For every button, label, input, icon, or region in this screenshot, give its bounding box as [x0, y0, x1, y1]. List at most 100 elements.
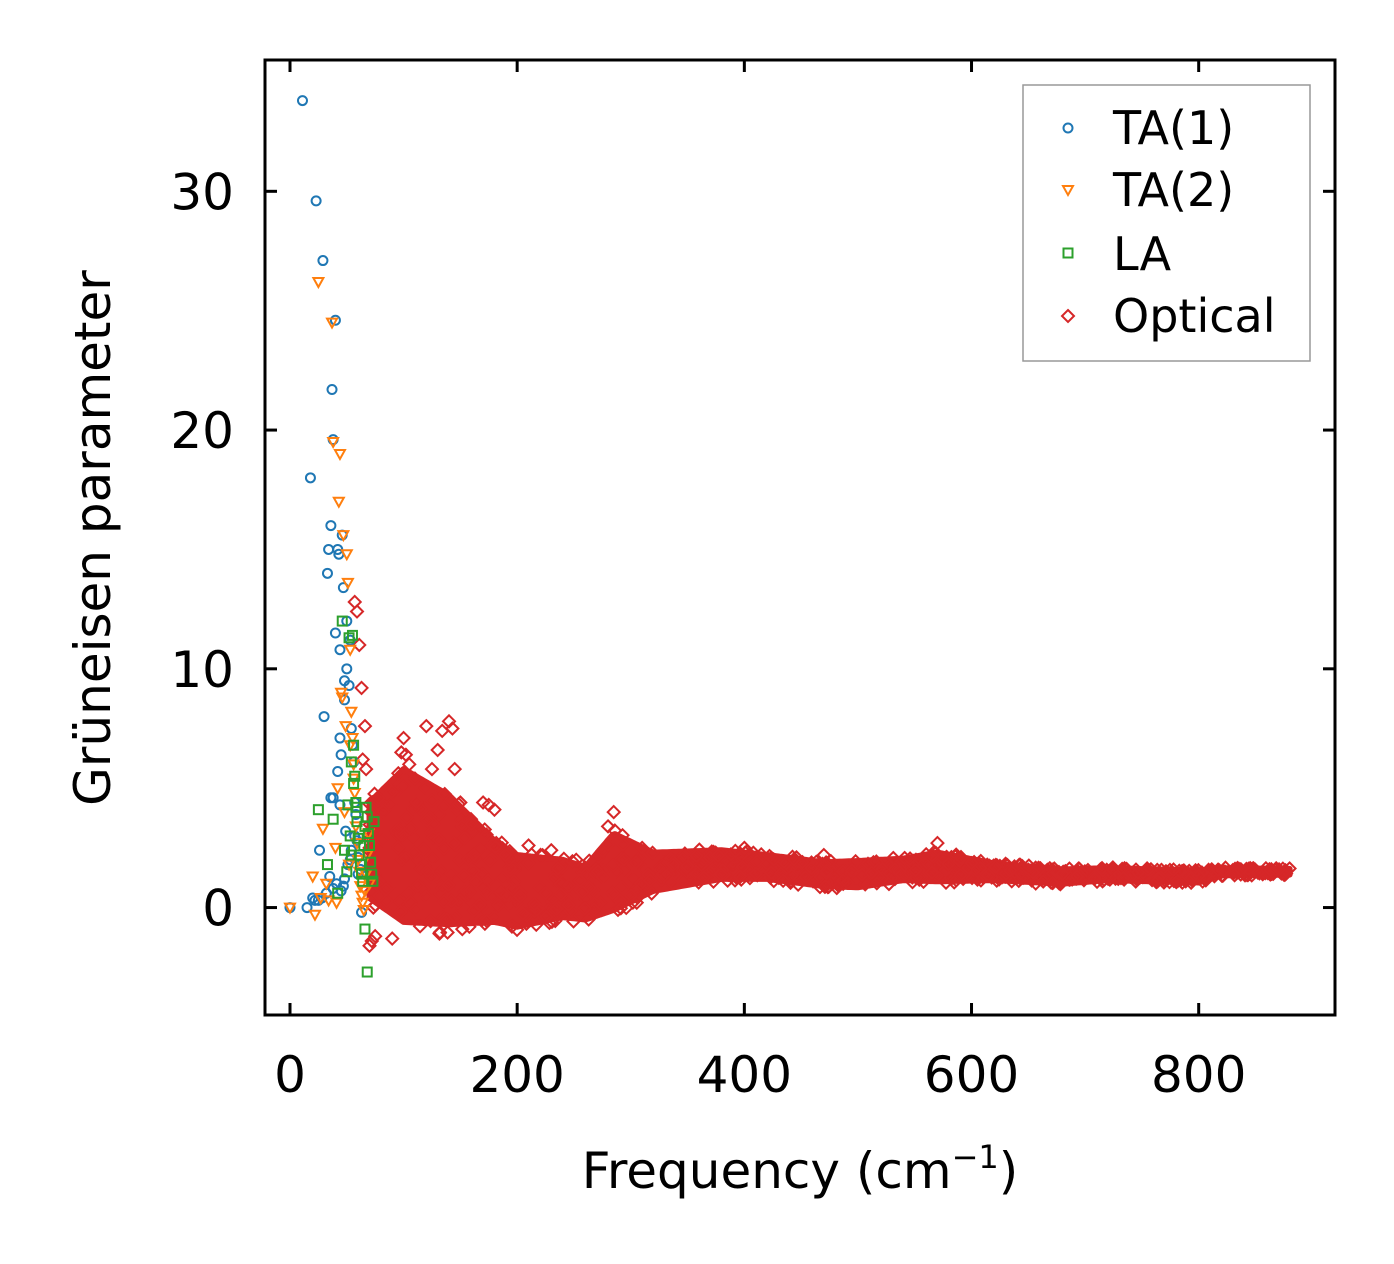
- optical-point: [566, 913, 581, 929]
- ta2-point: [325, 317, 339, 330]
- optical-point: [840, 875, 855, 891]
- optical-point: [472, 841, 488, 857]
- optical-point: [493, 884, 509, 900]
- ta2-point: [330, 783, 345, 796]
- ta2-point: [343, 644, 357, 657]
- legend-label-optical: Optical: [1113, 289, 1275, 343]
- optical-point: [507, 860, 523, 876]
- optical-point: [989, 873, 1005, 889]
- optical-point: [464, 816, 480, 832]
- ta2-point: [328, 842, 343, 855]
- ta2-point: [341, 577, 355, 590]
- optical-point: [1250, 865, 1266, 881]
- optical-point: [864, 865, 880, 881]
- optical-point: [565, 853, 580, 869]
- optical-point: [940, 856, 956, 872]
- x-axis-title: Frequency (cm−1): [582, 1138, 1019, 1200]
- legend: TA(1) TA(2) LA Optical: [1022, 84, 1311, 362]
- optical-point: [435, 880, 451, 896]
- optical-point: [488, 839, 504, 855]
- ta2-point: [337, 807, 352, 820]
- optical-point: [821, 879, 837, 895]
- la-point: [336, 615, 348, 627]
- legend-marker-square: [1062, 247, 1074, 259]
- acoustic-series: [283, 95, 380, 978]
- optical-point: [501, 852, 517, 868]
- optical-point: [615, 837, 631, 853]
- ta1-point: [301, 902, 313, 914]
- optical-point: [702, 850, 718, 865]
- optical-point: [396, 779, 411, 794]
- legend-marker-triangle-down: [1061, 185, 1075, 198]
- optical-point: [1045, 875, 1061, 891]
- optical-point: [704, 844, 720, 859]
- ta1-point: [332, 765, 344, 777]
- optical-point: [554, 859, 570, 875]
- legend-marker-diamond: [1060, 308, 1076, 324]
- optical-point: [429, 868, 445, 884]
- optical-point: [538, 885, 553, 901]
- optical-point: [1028, 875, 1044, 891]
- optical-point: [1271, 861, 1287, 877]
- ta2-point: [332, 496, 346, 509]
- ta2-point: [340, 549, 354, 562]
- optical-point: [405, 829, 421, 845]
- ta2-point: [344, 706, 359, 719]
- optical-point: [494, 835, 510, 851]
- optical-point: [645, 845, 660, 861]
- ta2-point: [316, 823, 330, 836]
- optical-point: [479, 913, 495, 929]
- optical-point: [535, 847, 551, 863]
- optical-point: [398, 850, 414, 866]
- ta1-point: [339, 873, 351, 885]
- optical-point: [423, 913, 438, 929]
- la-point: [358, 839, 370, 851]
- optical-point: [1268, 862, 1284, 878]
- y-axis-title: Grüneisen parameter: [64, 270, 122, 806]
- optical-point: [773, 866, 789, 882]
- optical-point: [723, 847, 739, 862]
- optical-point: [857, 876, 873, 892]
- ta2-point: [321, 895, 336, 908]
- optical-point: [1051, 864, 1067, 880]
- ta1-point: [334, 732, 346, 744]
- optical-point: [423, 825, 439, 841]
- optical-point: [362, 938, 377, 954]
- optical-point: [595, 869, 611, 885]
- ta2-point: [336, 530, 351, 543]
- optical-point: [717, 851, 733, 867]
- optical-point: [1015, 870, 1031, 886]
- optical-point: [441, 877, 456, 893]
- optical-point: [1086, 869, 1102, 885]
- x-tick-label: 400: [697, 1046, 792, 1104]
- optical-point: [961, 860, 976, 876]
- optical-point: [452, 795, 468, 810]
- optical-point: [924, 848, 940, 863]
- optical-point: [1156, 875, 1172, 890]
- ta2-point: [357, 904, 371, 918]
- optical-point: [786, 851, 802, 867]
- y-tick-label: 0: [202, 880, 234, 938]
- optical-point: [585, 882, 601, 898]
- la-point: [356, 868, 368, 880]
- optical-point: [1215, 863, 1231, 879]
- optical-point: [1069, 869, 1085, 884]
- optical-point: [798, 869, 813, 885]
- ta1-point: [310, 195, 322, 207]
- optical-point: [582, 880, 598, 896]
- optical-point: [908, 870, 924, 885]
- la-point: [364, 839, 376, 851]
- optical-point: [476, 879, 492, 895]
- optical-point: [466, 903, 482, 918]
- optical-point: [410, 878, 426, 894]
- ta1-point: [326, 383, 338, 395]
- optical-point: [461, 919, 477, 935]
- optical-point: [629, 880, 645, 896]
- optical-point: [383, 797, 398, 812]
- optical-point: [1229, 865, 1245, 881]
- optical-point: [498, 847, 514, 863]
- optical-point: [546, 871, 562, 887]
- la-point: [350, 797, 362, 809]
- optical-point: [351, 637, 367, 653]
- optical-point: [763, 865, 779, 881]
